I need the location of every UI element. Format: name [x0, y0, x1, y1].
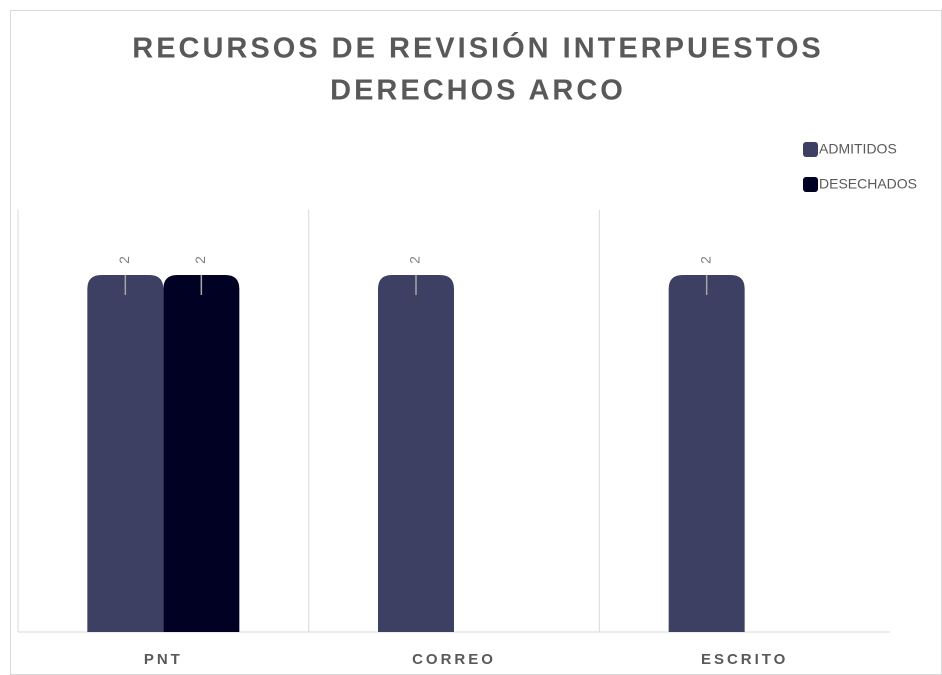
x-tick-label: CORREO	[412, 651, 496, 668]
data-label: 2	[116, 256, 132, 264]
x-tick-label: ESCRITO	[701, 651, 788, 668]
legend-swatch	[803, 177, 818, 192]
bar	[668, 275, 745, 632]
x-tick-label: PNT	[144, 651, 183, 668]
legend-swatch	[803, 142, 818, 157]
chart-title: DERECHOS ARCO	[330, 75, 626, 107]
chart-title: RECURSOS DE REVISIÓN INTERPUESTOS	[132, 31, 823, 65]
data-label: 2	[192, 256, 208, 264]
data-label: 2	[697, 256, 713, 264]
bar	[87, 275, 164, 632]
legend-label: ADMITIDOS	[819, 141, 897, 157]
bar	[378, 275, 454, 632]
legend-label: DESECHADOS	[819, 176, 917, 192]
data-label: 2	[407, 256, 423, 264]
bar	[163, 275, 240, 632]
